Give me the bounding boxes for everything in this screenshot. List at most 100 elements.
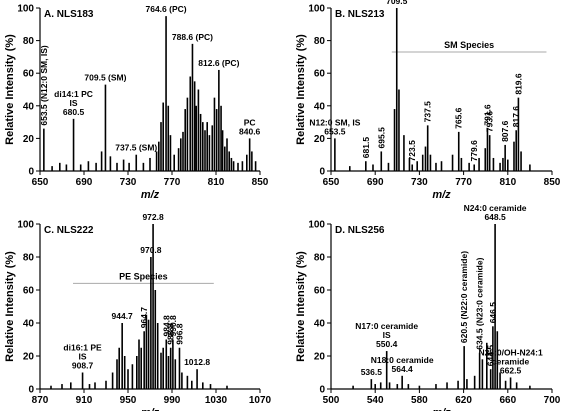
y-tick-label: 40 bbox=[23, 101, 35, 112]
peak-annotation: di16:1 PE bbox=[63, 343, 102, 353]
peak-annotation: 964.7 bbox=[139, 307, 149, 329]
x-tick-label: 1070 bbox=[249, 395, 272, 406]
peak-annotation: 644.5 bbox=[486, 345, 496, 367]
panel-3: C. NLS222 0 20 40 60 80 100 870 910 950 990 1030 107… bbox=[4, 212, 272, 411]
y-tick-label: 100 bbox=[308, 220, 325, 231]
y-tick-label: 60 bbox=[23, 286, 35, 297]
y-tick-label: 80 bbox=[23, 253, 35, 264]
y-tick-label: 60 bbox=[23, 69, 35, 80]
x-tick-label: 1030 bbox=[205, 395, 228, 406]
y-tick-label: 40 bbox=[314, 319, 326, 330]
peak-annotation: 709.5 (SM) bbox=[84, 73, 126, 83]
peak-annotation: 680.5 bbox=[63, 107, 85, 117]
panel-4: D. NLS256 0 20 40 60 80 100 500 540 580 620 660 700 R… bbox=[295, 203, 561, 411]
x-tick-label: 620 bbox=[455, 395, 472, 406]
peak-annotation: 653.5 bbox=[324, 126, 346, 136]
peak-annotation: 819.6 bbox=[513, 73, 523, 95]
peak-annotation: 646.5 bbox=[488, 302, 498, 324]
x-tick-label: 540 bbox=[367, 395, 384, 406]
x-axis-label: m/z bbox=[432, 189, 451, 201]
y-tick-label: 40 bbox=[314, 101, 326, 112]
peak-annotation: IS bbox=[79, 352, 87, 362]
peak-annotation: N24:0 ceramide bbox=[464, 203, 527, 213]
peak-annotation: 653.5 (N12:0 SM, IS) bbox=[39, 45, 49, 125]
x-tick-label: 650 bbox=[32, 177, 49, 188]
panel-title: B. NLS213 bbox=[335, 9, 385, 20]
x-tick-label: 580 bbox=[411, 395, 428, 406]
x-axis-label: m/z bbox=[141, 189, 160, 201]
peak-annotation: 709.5 bbox=[386, 0, 408, 6]
x-tick-label: 660 bbox=[499, 395, 516, 406]
y-tick-label: 0 bbox=[28, 167, 34, 178]
peak-annotation: 662.5 bbox=[500, 365, 522, 375]
y-tick-label: 60 bbox=[314, 69, 326, 80]
species-bracket-label: PE Species bbox=[119, 271, 168, 281]
peak-annotation: N18:0 ceramide bbox=[371, 355, 434, 365]
peak-annotation: 972.8 bbox=[142, 212, 164, 222]
x-tick-label: 650 bbox=[323, 177, 340, 188]
peak-annotation: 793.6 bbox=[485, 111, 495, 133]
peak-annotation: 564.4 bbox=[392, 364, 414, 374]
x-tick-label: 730 bbox=[120, 177, 137, 188]
x-tick-label: 810 bbox=[208, 177, 225, 188]
peak-annotation: 990.8 bbox=[168, 315, 178, 337]
x-tick-label: 500 bbox=[323, 395, 340, 406]
peak-annotation: N12:0 SM, IS bbox=[309, 117, 360, 127]
peak-annotation: 764.6 (PC) bbox=[146, 4, 187, 14]
panel-2: B. NLS213 0 20 40 60 80 100 650 690 730 770 810 850 R… bbox=[295, 0, 561, 201]
x-tick-label: 730 bbox=[411, 177, 428, 188]
peak-annotation: 695.5 bbox=[376, 127, 386, 149]
peak-annotation: 737.5 bbox=[423, 101, 433, 123]
peak-annotation: N25:0/OH-N24:1 bbox=[478, 347, 543, 357]
peak-annotation: N17:0 ceramide bbox=[355, 321, 418, 331]
peak-annotation: di14:1 PC bbox=[54, 89, 93, 99]
x-tick-label: 700 bbox=[544, 395, 561, 406]
peak-annotation: 840.6 bbox=[239, 126, 261, 136]
y-tick-label: 20 bbox=[314, 352, 326, 363]
peak-annotation: 944.7 bbox=[112, 311, 134, 321]
y-tick-label: 20 bbox=[23, 134, 35, 145]
peak-annotation: 634.5 (N23:0 ceramide) bbox=[475, 257, 485, 349]
y-tick-label: 100 bbox=[308, 4, 325, 15]
y-tick-label: 0 bbox=[28, 385, 34, 396]
x-tick-label: 990 bbox=[164, 395, 181, 406]
peak-annotation: 779.6 bbox=[469, 140, 479, 162]
y-tick-label: 40 bbox=[23, 319, 35, 330]
x-tick-label: 870 bbox=[32, 395, 49, 406]
y-tick-label: 100 bbox=[17, 220, 34, 231]
peak-annotation: 817.6 bbox=[511, 106, 521, 128]
x-tick-label: 690 bbox=[367, 177, 384, 188]
x-tick-label: 770 bbox=[455, 177, 472, 188]
y-axis-label: Relative Intensity (%) bbox=[295, 251, 307, 362]
x-tick-label: 690 bbox=[76, 177, 93, 188]
panel-title: D. NLS256 bbox=[335, 225, 385, 236]
peak-annotation: 681.5 bbox=[361, 137, 371, 159]
y-tick-label: 80 bbox=[314, 36, 326, 47]
panel-1: A. NLS183 0 20 40 60 80 100 650 690 730 770 810 850 R… bbox=[4, 4, 269, 202]
peak-annotation: 788.6 (PC) bbox=[172, 32, 213, 42]
peak-annotation: 536.5 bbox=[361, 367, 383, 377]
panel-title: A. NLS183 bbox=[44, 9, 94, 20]
peak-annotation: 737.5 (SM) bbox=[115, 143, 157, 153]
y-tick-label: 80 bbox=[314, 253, 326, 264]
peak-annotation: 988.8 bbox=[166, 323, 176, 345]
peak-annotation: 970.8 bbox=[140, 245, 162, 255]
peak-annotation: 996.8 bbox=[174, 323, 184, 345]
peak-annotation: 648.5 bbox=[484, 212, 506, 222]
peak-annotation: 807.6 bbox=[500, 120, 510, 142]
y-axis-label: Relative Intensity (%) bbox=[4, 34, 16, 145]
peak-annotation: 1012.8 bbox=[184, 357, 210, 367]
peak-annotation: 620.5 (N22:0 ceramide) bbox=[459, 251, 469, 343]
peak-annotation: ceramide bbox=[492, 356, 530, 366]
peak-annotation: PC bbox=[244, 117, 256, 127]
y-tick-label: 80 bbox=[23, 36, 35, 47]
y-tick-label: 100 bbox=[17, 4, 34, 15]
y-tick-label: 0 bbox=[319, 385, 325, 396]
peak-annotation: 984.8 bbox=[161, 315, 171, 337]
peak-annotation: IS bbox=[383, 330, 391, 340]
y-axis-label: Relative Intensity (%) bbox=[4, 251, 16, 362]
x-tick-label: 850 bbox=[252, 177, 269, 188]
panel-title: C. NLS222 bbox=[44, 225, 94, 236]
y-tick-label: 20 bbox=[314, 134, 326, 145]
